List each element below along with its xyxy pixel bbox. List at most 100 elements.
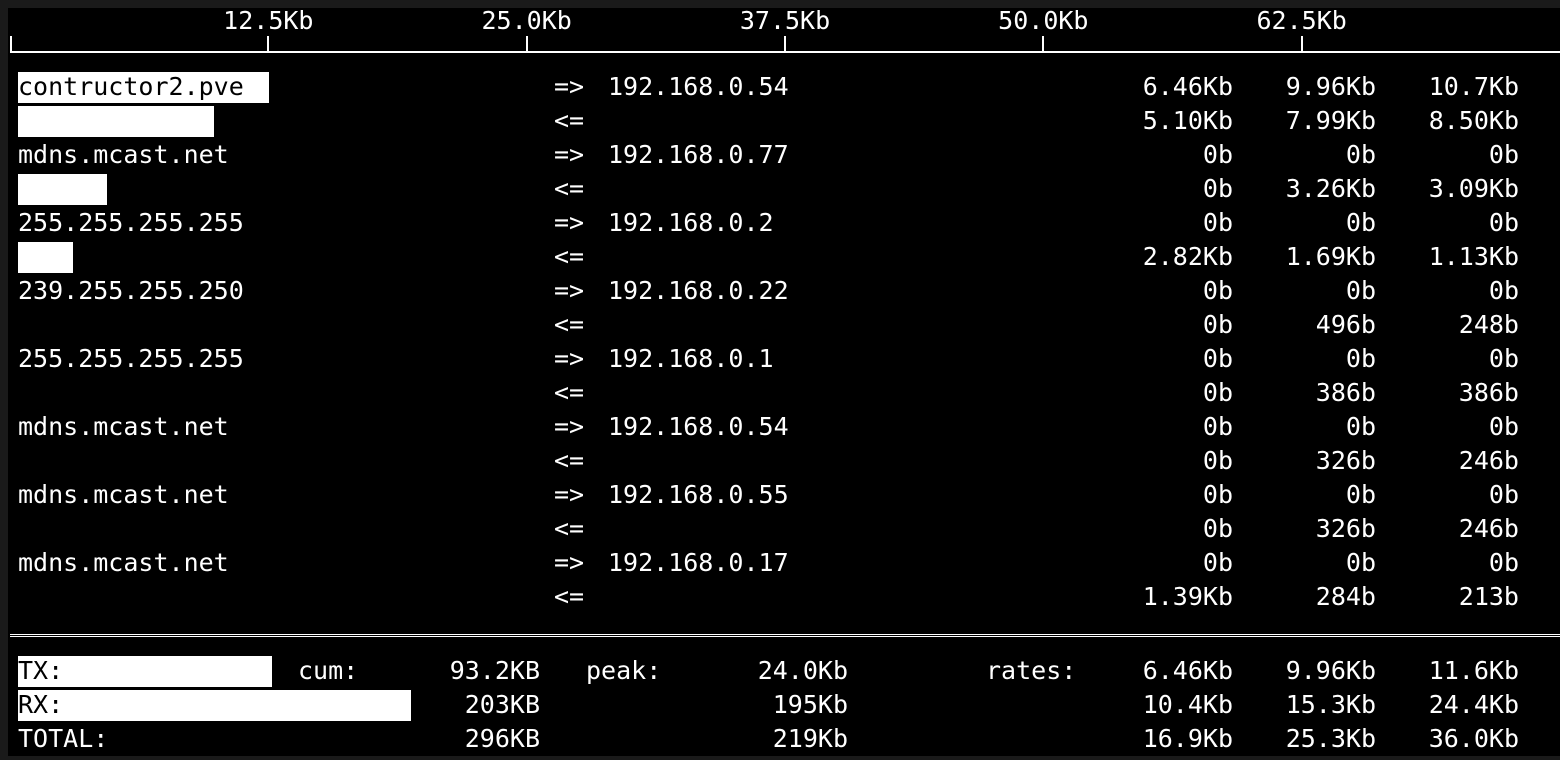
rate-value-3: 213b bbox=[1458, 582, 1519, 611]
direction-arrow-tx: => bbox=[554, 140, 585, 169]
source-host[interactable]: mdns.mcast.net bbox=[18, 412, 229, 441]
rate-value-3: 248b bbox=[1458, 310, 1519, 339]
rate-value-3: 0b bbox=[1488, 548, 1519, 577]
traffic-line-rx[interactable]: <= 0b 326b 246b bbox=[8, 444, 1560, 478]
peak-value: 24.0Kb bbox=[757, 656, 848, 685]
rate-value-2: 0b bbox=[1345, 480, 1376, 509]
peak-value: 219Kb bbox=[772, 724, 848, 753]
rate-value-1: 6.46Kb bbox=[1142, 72, 1233, 101]
traffic-line-rx[interactable]: <= 0b 326b 246b bbox=[8, 512, 1560, 546]
destination-host[interactable]: 192.168.0.54 bbox=[608, 72, 789, 101]
peak-label: peak: bbox=[586, 656, 662, 685]
scale-label: 25.0Kb bbox=[481, 8, 572, 35]
traffic-line-tx[interactable]: mdns.mcast.net => 192.168.0.77 0b 0b 0b bbox=[8, 138, 1560, 172]
direction-arrow-tx: => bbox=[554, 344, 585, 373]
iftop-display[interactable]: 12.5Kb 25.0Kb 37.5Kb 50.0Kb 62.5Kb contructo… bbox=[8, 8, 1560, 756]
destination-host[interactable]: 192.168.0.17 bbox=[608, 548, 789, 577]
connection-entry[interactable]: mdns.mcast.net => 192.168.0.77 0b 0b 0b <= 0b 3.… bbox=[8, 138, 1560, 206]
cumulative-label: cum: bbox=[298, 656, 359, 685]
rate-value-1: 0b bbox=[1202, 514, 1233, 543]
summary-rate-2: 15.3Kb bbox=[1285, 690, 1376, 719]
scale-rule-line bbox=[10, 51, 1560, 53]
scale-tick bbox=[1300, 36, 1303, 52]
rate-value-1: 2.82Kb bbox=[1142, 242, 1233, 271]
direction-arrow-tx: => bbox=[554, 480, 585, 509]
summary-line: TX: TX: cum: peak: rates: 93.2KB 24.0Kb 6.46Kb 9… bbox=[8, 654, 1560, 688]
source-host[interactable]: mdns.mcast.net bbox=[18, 548, 229, 577]
bandwidth-bar-rx bbox=[18, 242, 74, 273]
source-host[interactable]: 255.255.255.255 bbox=[18, 344, 244, 373]
connection-entry[interactable]: 239.255.255.250 => 192.168.0.22 0b 0b 0b <= 0b 4… bbox=[8, 274, 1560, 342]
direction-arrow-rx: <= bbox=[554, 582, 585, 611]
rate-value-3: 0b bbox=[1488, 208, 1519, 237]
summary-label: TX: bbox=[18, 656, 64, 685]
rate-value-1: 0b bbox=[1202, 378, 1233, 407]
rate-value-2: 326b bbox=[1315, 446, 1376, 475]
direction-arrow-tx: => bbox=[554, 548, 585, 577]
connection-entry[interactable]: 255.255.255.255 => 192.168.0.1 0b 0b 0b <= 0b 38… bbox=[8, 342, 1560, 410]
rate-value-2: 496b bbox=[1315, 310, 1376, 339]
connection-entry[interactable]: contructor2.pve contructor2.pve => 192.168.… bbox=[8, 70, 1560, 138]
cumulative-value: 203KB bbox=[464, 690, 540, 719]
rate-value-3: 0b bbox=[1488, 412, 1519, 441]
connection-entry[interactable]: 255.255.255.255 => 192.168.0.2 0b 0b 0b <= 2.82… bbox=[8, 206, 1560, 274]
source-host[interactable]: mdns.mcast.net bbox=[18, 480, 229, 509]
traffic-line-tx[interactable]: 239.255.255.250 => 192.168.0.22 0b 0b 0b bbox=[8, 274, 1560, 308]
rate-value-2: 0b bbox=[1345, 412, 1376, 441]
scale-label: 12.5Kb bbox=[223, 8, 314, 35]
rate-value-3: 1.13Kb bbox=[1428, 242, 1519, 271]
scale-tick bbox=[267, 36, 270, 52]
traffic-line-rx[interactable]: <= 1.39Kb 284b 213b bbox=[8, 580, 1560, 614]
source-host[interactable]: mdns.mcast.net bbox=[18, 140, 229, 169]
destination-host[interactable]: 192.168.0.54 bbox=[608, 412, 789, 441]
direction-arrow-rx: <= bbox=[554, 310, 585, 339]
source-host[interactable]: 255.255.255.255 bbox=[18, 208, 244, 237]
traffic-line-rx[interactable]: <= 0b 386b 386b bbox=[8, 376, 1560, 410]
traffic-line-tx[interactable]: mdns.mcast.net => 192.168.0.55 0b 0b 0b bbox=[8, 478, 1560, 512]
summary-rate-1: 6.46Kb bbox=[1142, 656, 1233, 685]
traffic-line-rx[interactable]: <= 2.82Kb 1.69Kb 1.13Kb bbox=[8, 240, 1560, 274]
destination-host[interactable]: 192.168.0.77 bbox=[608, 140, 789, 169]
rate-value-1: 0b bbox=[1202, 412, 1233, 441]
rate-value-2: 0b bbox=[1345, 344, 1376, 373]
rate-value-3: 386b bbox=[1458, 378, 1519, 407]
connection-entry[interactable]: mdns.mcast.net => 192.168.0.54 0b 0b 0b <= 0b 32… bbox=[8, 410, 1560, 478]
source-host[interactable]: 239.255.255.250 bbox=[18, 276, 244, 305]
traffic-line-rx[interactable]: <= 5.10Kb 7.99Kb 8.50Kb bbox=[8, 104, 1560, 138]
scale-tick bbox=[784, 36, 786, 52]
rate-value-2: 1.69Kb bbox=[1285, 242, 1376, 271]
source-host[interactable]: contructor2.pve bbox=[18, 72, 244, 101]
destination-host[interactable]: 192.168.0.22 bbox=[608, 276, 789, 305]
rate-value-2: 7.99Kb bbox=[1285, 106, 1376, 135]
connection-entry[interactable]: mdns.mcast.net => 192.168.0.17 0b 0b 0b <= 1.39… bbox=[8, 546, 1560, 614]
traffic-line-tx[interactable]: 255.255.255.255 => 192.168.0.2 0b 0b 0b bbox=[8, 206, 1560, 240]
summary-footer: TX: TX: cum: peak: rates: 93.2KB 24.0Kb 6.46Kb 9… bbox=[8, 654, 1560, 756]
traffic-line-tx[interactable]: mdns.mcast.net => 192.168.0.54 0b 0b 0b bbox=[8, 410, 1560, 444]
traffic-line-tx[interactable]: contructor2.pve contructor2.pve => 192.168.… bbox=[8, 70, 1560, 104]
summary-rate-3: 11.6Kb bbox=[1428, 656, 1519, 685]
bandwidth-scale: 12.5Kb 25.0Kb 37.5Kb 50.0Kb 62.5Kb bbox=[8, 8, 1560, 70]
rate-value-1: 5.10Kb bbox=[1142, 106, 1233, 135]
summary-label-inverted: RX: bbox=[18, 690, 64, 719]
destination-host[interactable]: 192.168.0.55 bbox=[608, 480, 789, 509]
traffic-line-tx[interactable]: mdns.mcast.net => 192.168.0.17 0b 0b 0b bbox=[8, 546, 1560, 580]
traffic-line-rx[interactable]: <= 0b 496b 248b bbox=[8, 308, 1560, 342]
rate-value-2: 284b bbox=[1315, 582, 1376, 611]
rate-value-3: 10.7Kb bbox=[1428, 72, 1519, 101]
connection-entry[interactable]: mdns.mcast.net => 192.168.0.55 0b 0b 0b <= 0b 32… bbox=[8, 478, 1560, 546]
rate-value-1: 0b bbox=[1202, 174, 1233, 203]
scale-tick-origin bbox=[10, 36, 12, 52]
destination-host[interactable]: 192.168.0.1 bbox=[608, 344, 774, 373]
cumulative-value: 296KB bbox=[464, 724, 540, 753]
summary-bar bbox=[18, 656, 273, 687]
scale-label: 37.5Kb bbox=[739, 8, 831, 35]
scale-tick bbox=[1042, 36, 1045, 52]
summary-line: TOTAL: 296KB 219Kb 16.9Kb 25.3Kb 36.0Kb bbox=[8, 722, 1560, 756]
destination-host[interactable]: 192.168.0.2 bbox=[608, 208, 774, 237]
traffic-line-rx[interactable]: <= 0b 3.26Kb 3.09Kb bbox=[8, 172, 1560, 206]
connection-list[interactable]: contructor2.pve contructor2.pve => 192.168.… bbox=[8, 70, 1560, 634]
traffic-line-tx[interactable]: 255.255.255.255 => 192.168.0.1 0b 0b 0b bbox=[8, 342, 1560, 376]
rate-value-1: 0b bbox=[1202, 548, 1233, 577]
cumulative-value: 93.2KB bbox=[449, 656, 540, 685]
rate-value-2: 0b bbox=[1345, 140, 1376, 169]
